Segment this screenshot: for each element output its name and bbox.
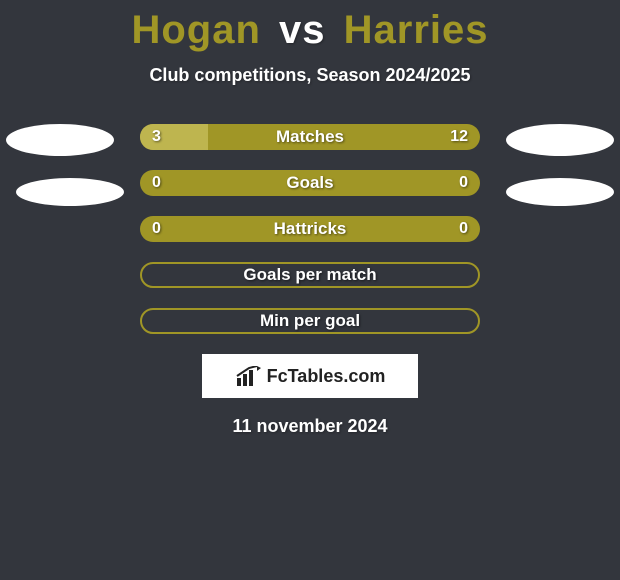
container: Hogan vs Harries Club competitions, Seas… (0, 0, 620, 580)
player2-name: Harries (344, 8, 489, 52)
bar-label: Hattricks (140, 216, 480, 242)
player2-photo-1 (506, 124, 614, 156)
attribution-text: FcTables.com (267, 366, 386, 387)
player1-photo-2 (16, 178, 124, 206)
bars: 3 Matches 12 0 Goals 0 0 Hattricks 0 Goa… (140, 124, 480, 334)
bar-label: Matches (140, 124, 480, 150)
page-title: Hogan vs Harries (0, 0, 620, 53)
bar-val-right: 0 (447, 170, 480, 196)
bar-goals: 0 Goals 0 (140, 170, 480, 196)
bar-hattricks: 0 Hattricks 0 (140, 216, 480, 242)
vs-text: vs (279, 8, 326, 52)
bar-val-right: 0 (447, 216, 480, 242)
player1-photo-1 (6, 124, 114, 156)
bar-goals-per-match: Goals per match (140, 262, 480, 288)
bar-label: Min per goal (142, 310, 478, 332)
chart-area: 3 Matches 12 0 Goals 0 0 Hattricks 0 Goa… (0, 124, 620, 437)
bar-matches: 3 Matches 12 (140, 124, 480, 150)
bar-val-right: 12 (438, 124, 480, 150)
player1-name: Hogan (131, 8, 260, 52)
bar-label: Goals per match (142, 264, 478, 286)
chart-icon (235, 366, 261, 386)
attribution[interactable]: FcTables.com (202, 354, 418, 398)
player2-photo-2 (506, 178, 614, 206)
subtitle: Club competitions, Season 2024/2025 (0, 65, 620, 86)
bar-min-per-goal: Min per goal (140, 308, 480, 334)
bar-label: Goals (140, 170, 480, 196)
date: 11 november 2024 (0, 416, 620, 437)
